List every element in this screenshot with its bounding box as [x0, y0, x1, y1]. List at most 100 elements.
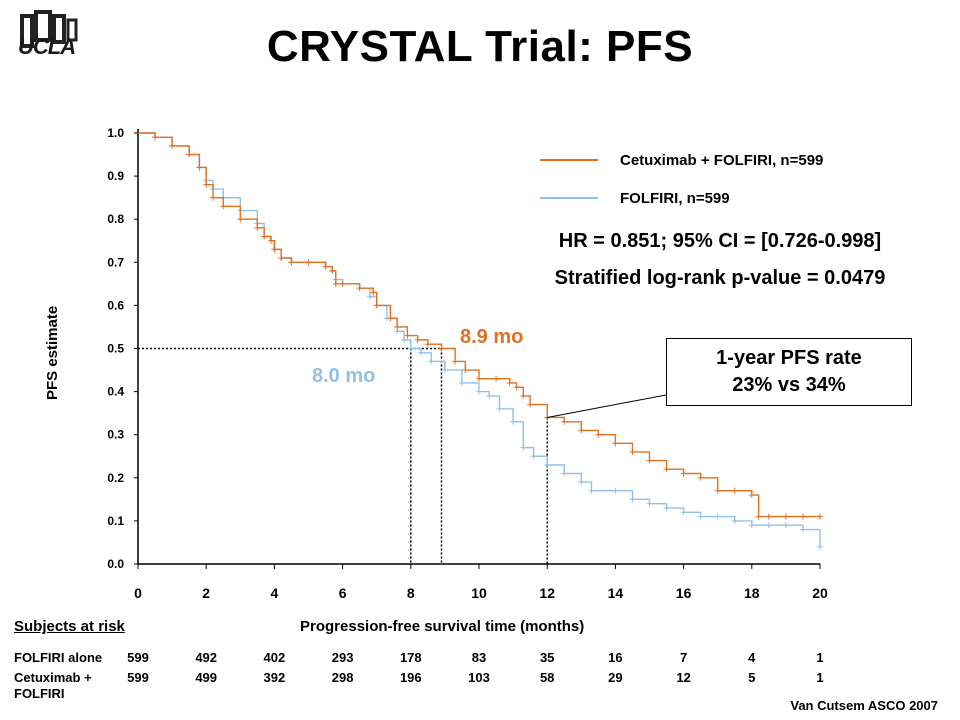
censor-mark-folfiri [612, 487, 619, 494]
y-tick-label: 0.7 [107, 255, 124, 269]
censor-mark-cetuximab [373, 302, 380, 309]
risk-value: 1 [816, 650, 824, 665]
censor-mark-cetuximab [765, 513, 772, 520]
censor-mark-folfiri [530, 453, 537, 460]
censor-mark-folfiri [476, 388, 482, 395]
y-tick-label: 0.3 [107, 428, 124, 442]
x-tick-label: 10 [471, 585, 487, 601]
censor-mark-cetuximab [578, 427, 585, 434]
censor-mark-folfiri [697, 513, 704, 520]
censor-mark-cetuximab [424, 341, 431, 348]
y-tick-label: 0.1 [107, 514, 124, 528]
callout-line-1: 1-year PFS rate [716, 347, 862, 369]
censor-mark-cetuximab [493, 375, 500, 382]
censor-mark-cetuximab [196, 164, 203, 171]
legend-label-folfiri: FOLFIRI, n=599 [620, 189, 730, 207]
censor-mark-cetuximab [680, 470, 687, 477]
censor-mark-cetuximab [332, 280, 339, 287]
legend-swatch-cetuximab [540, 159, 598, 161]
x-axis-label: Progression-free survival time (months) [300, 618, 585, 635]
censor-mark-cetuximab [513, 384, 520, 391]
censor-mark-cetuximab [267, 237, 274, 244]
x-tick-label: 8 [407, 585, 415, 601]
censor-mark-cetuximab [152, 134, 159, 141]
censor-mark-cetuximab [305, 259, 312, 266]
censor-mark-folfiri [578, 479, 585, 486]
risk-value: 392 [263, 670, 286, 685]
censor-mark-folfiri [400, 336, 407, 343]
censor-mark-cetuximab [261, 233, 268, 240]
risk-value: 5 [748, 670, 756, 685]
censor-mark-folfiri [510, 418, 517, 425]
risk-value: 83 [471, 650, 487, 665]
x-tick-label: 4 [271, 585, 279, 601]
risk-value: 599 [127, 670, 149, 685]
y-tick-label: 0.6 [107, 298, 124, 312]
y-tick-label: 0.4 [107, 385, 124, 399]
censor-mark-cetuximab [714, 487, 721, 494]
censor-mark-cetuximab [254, 224, 261, 231]
censor-mark-folfiri [561, 470, 568, 477]
legend-item-folfiri: FOLFIRI, n=599 [540, 188, 730, 208]
censor-mark-cetuximab [237, 216, 244, 223]
x-tick-label: 12 [539, 585, 555, 601]
callout-pointer [547, 394, 667, 418]
y-tick-label: 0.8 [107, 212, 124, 226]
risk-value: 7 [679, 650, 688, 665]
censor-mark-folfiri [629, 496, 636, 503]
censor-mark-cetuximab [404, 332, 411, 339]
censor-mark-folfiri [731, 517, 738, 524]
ucla-logo [20, 10, 78, 48]
censor-mark-folfiri [588, 487, 595, 494]
hazard-ratio: HR = 0.851; 95% CI = [0.726-0.998] [558, 230, 882, 252]
censor-mark-cetuximab [646, 457, 653, 464]
censor-mark-cetuximab [520, 392, 527, 399]
censor-mark-cetuximab [220, 203, 227, 210]
censor-mark-cetuximab [356, 285, 363, 292]
y-tick-label: 0.9 [107, 169, 124, 183]
slide-title: CRYSTAL Trial: PFS [266, 22, 694, 71]
censor-mark-folfiri [407, 345, 414, 352]
censor-mark-cetuximab [329, 267, 336, 274]
risk-value: 58 [539, 670, 555, 685]
risk-value: 29 [608, 670, 623, 685]
one-year-callout: 1-year PFS rate 23% vs 34% [666, 338, 912, 406]
censor-mark-cetuximab [322, 263, 329, 270]
censor-mark-folfiri [782, 522, 789, 529]
risk-value: 178 [399, 650, 422, 665]
censor-mark-cetuximab [278, 254, 285, 261]
y-tick-label: 1.0 [107, 126, 124, 140]
censor-mark-folfiri [646, 500, 653, 507]
censor-mark-cetuximab [782, 513, 789, 520]
risk-value: 499 [195, 670, 218, 685]
censor-mark-folfiri [486, 392, 493, 399]
censor-mark-cetuximab [506, 379, 513, 386]
censor-mark-cetuximab [612, 440, 619, 447]
censor-mark-cetuximab [731, 487, 738, 494]
x-tick-label: 6 [339, 585, 347, 601]
censor-mark-cetuximab [755, 513, 762, 520]
risk-value: 298 [331, 670, 354, 685]
censor-mark-cetuximab [339, 280, 346, 287]
x-tick-label: 0 [134, 585, 142, 601]
censor-mark-cetuximab [663, 466, 670, 473]
x-tick-label: 20 [812, 585, 828, 601]
risk-value: 4 [748, 650, 756, 665]
censor-mark-cetuximab [394, 323, 401, 330]
risk-value: 599 [127, 650, 149, 665]
censor-mark-folfiri [496, 405, 503, 412]
censor-mark-cetuximab [203, 181, 210, 188]
censor-mark-cetuximab [169, 142, 176, 149]
y-axis-label: PFS estimate [44, 305, 61, 400]
x-tick-label: 2 [202, 585, 210, 601]
censor-mark-cetuximab [370, 289, 377, 296]
censor-mark-folfiri [428, 358, 435, 365]
censor-mark-folfiri [520, 444, 527, 451]
risk-row-label-folfiri: FOLFIRI alone [14, 650, 103, 665]
x-tick-label: 18 [744, 585, 760, 601]
y-tick-label: 0.2 [107, 471, 124, 485]
risk-value: 12 [676, 670, 691, 685]
censor-mark-folfiri [799, 526, 806, 533]
risk-value: 103 [468, 670, 490, 685]
